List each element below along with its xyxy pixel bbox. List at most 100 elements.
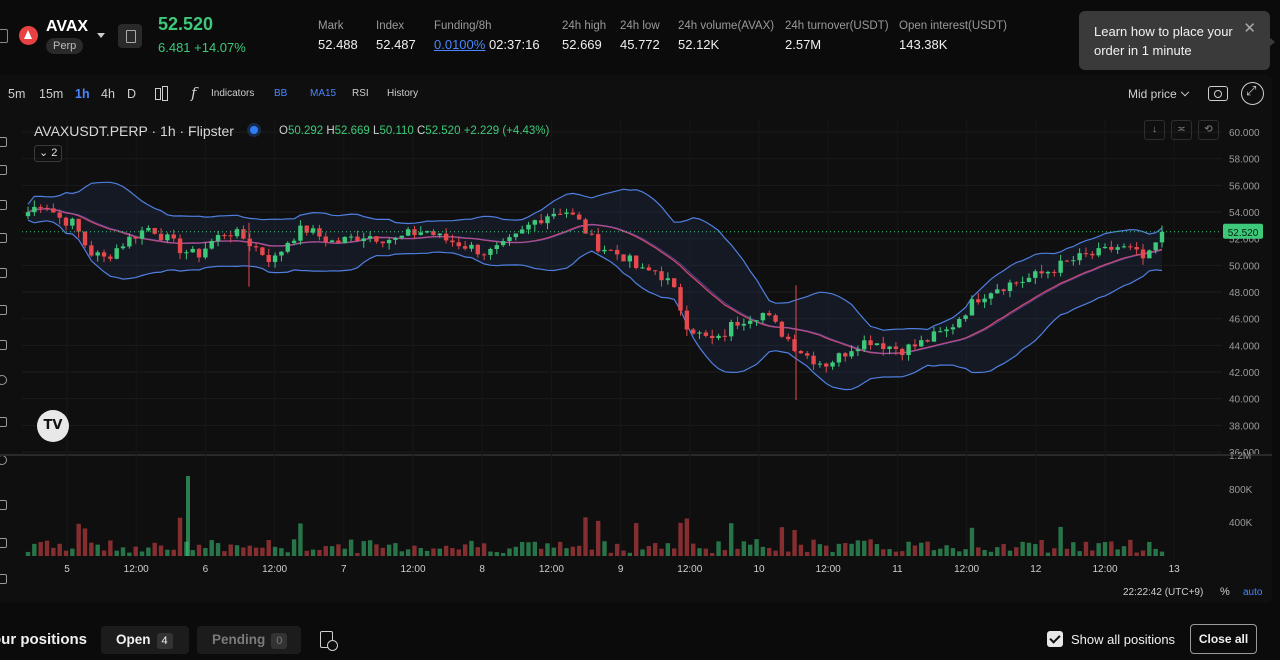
- magnet-tool-icon[interactable]: [0, 500, 7, 510]
- candle-body: [70, 218, 75, 226]
- candle-body: [304, 225, 309, 233]
- volume-bar: [551, 547, 557, 556]
- candle-body: [1020, 281, 1025, 283]
- percent-scale-toggle[interactable]: %: [1220, 586, 1230, 598]
- timeframe-1h[interactable]: 1h: [75, 87, 90, 101]
- timeframe-d[interactable]: D: [127, 87, 137, 101]
- volume-bar: [171, 549, 176, 556]
- funding-rate-link[interactable]: 0.0100%: [434, 37, 486, 52]
- auto-scale-toggle[interactable]: auto: [1243, 587, 1263, 598]
- price-mode-dropdown[interactable]: Mid price: [1128, 87, 1188, 101]
- collapse-icon[interactable]: ≍: [1171, 120, 1192, 140]
- candle-body: [1096, 248, 1101, 256]
- symbol-name[interactable]: AVAX: [46, 18, 89, 35]
- volume-bar: [146, 547, 151, 556]
- volume-bar: [260, 547, 265, 556]
- bollinger-fill: [28, 182, 1162, 390]
- candle-body: [76, 218, 81, 232]
- volume-bar: [659, 548, 664, 556]
- tooltip-text[interactable]: Learn how to place your order in 1 minut…: [1094, 24, 1233, 58]
- time-axis-label: 12:00: [400, 564, 425, 575]
- timeframe-5m[interactable]: 5m: [8, 87, 26, 101]
- price-chart[interactable]: 60.000 58.000 56.000 54.000 52.000 50.000 48.0…: [0, 0, 1280, 612]
- candle-body: [1134, 247, 1139, 250]
- candle-body: [152, 228, 157, 234]
- symbol-dropdown-chevron-icon[interactable]: [97, 33, 105, 38]
- candle-body: [241, 229, 246, 239]
- tab-pending-orders[interactable]: Pending 0: [197, 626, 301, 654]
- candle-type-icon[interactable]: [155, 84, 169, 102]
- contract-info-icon[interactable]: [118, 24, 142, 48]
- reset-icon[interactable]: ⟲: [1198, 120, 1219, 140]
- volume-bar: [323, 546, 328, 556]
- tab-open-positions[interactable]: Open 4: [101, 626, 189, 654]
- volume-bar: [1020, 541, 1025, 556]
- timeframe-15m[interactable]: 15m: [39, 87, 64, 101]
- price-axis-label: 38.000: [1229, 421, 1260, 432]
- ma-toggle[interactable]: MA15: [310, 88, 337, 99]
- show-all-label[interactable]: Show all positions: [1071, 632, 1176, 647]
- crosshair-tool-icon[interactable]: [0, 137, 7, 147]
- camera-icon[interactable]: [1208, 86, 1228, 101]
- volume-bar: [177, 517, 183, 556]
- candle-body: [893, 346, 899, 349]
- stat-24h-volume: 24h volume(AVAX) 52.12K: [678, 20, 775, 52]
- ruler-tool-icon[interactable]: [0, 417, 7, 427]
- time-axis-label: 12: [1030, 564, 1042, 575]
- funding-countdown: 02:37:16: [488, 37, 540, 52]
- volume-bar: [805, 551, 810, 556]
- candle-body: [1140, 249, 1146, 259]
- candle-body: [184, 252, 189, 254]
- legend-collapse-button[interactable]: ⌄ 2: [34, 145, 62, 162]
- volume-bar: [779, 527, 785, 556]
- volume-bar: [735, 548, 740, 556]
- volume-bar: [165, 549, 170, 556]
- trash-tool-icon[interactable]: [0, 574, 7, 584]
- volume-bar: [881, 549, 886, 556]
- close-icon[interactable]: ✕: [1243, 20, 1256, 37]
- candle-body: [285, 242, 290, 252]
- text-tool-icon[interactable]: [0, 268, 7, 278]
- timeframe-4h[interactable]: 4h: [101, 87, 115, 101]
- fullscreen-icon[interactable]: [1241, 82, 1264, 105]
- candle-body: [380, 241, 385, 244]
- download-icon[interactable]: ↓: [1144, 120, 1165, 140]
- time-axis-label: 6: [203, 564, 209, 575]
- candle-body: [881, 343, 886, 350]
- volume-bar: [969, 527, 975, 556]
- candle-body: [247, 238, 252, 247]
- volume-bar: [70, 548, 75, 556]
- candle-body: [44, 207, 50, 209]
- volume-bar: [1045, 552, 1051, 556]
- candle-body: [190, 248, 195, 253]
- history-toggle[interactable]: History: [387, 88, 419, 99]
- indicators-button[interactable]: Indicators: [211, 88, 255, 99]
- order-history-icon[interactable]: [320, 631, 338, 651]
- volume-bar: [310, 549, 316, 556]
- rsi-toggle[interactable]: RSI: [352, 88, 369, 99]
- bb-toggle[interactable]: BB: [274, 88, 288, 99]
- volume-bar: [361, 541, 366, 556]
- lock-tool-icon[interactable]: [0, 538, 7, 548]
- fib-tool-icon[interactable]: [0, 200, 7, 210]
- volume-bar: [488, 551, 493, 556]
- brush-tool-icon[interactable]: [0, 233, 7, 243]
- chart-panel: [0, 75, 1272, 603]
- time-axis-label: 12:00: [262, 564, 287, 575]
- close-all-button[interactable]: Close all: [1190, 624, 1257, 654]
- volume-bar: [481, 543, 487, 556]
- volume-bar: [196, 544, 202, 556]
- volume-bar: [982, 549, 987, 556]
- candle-body: [127, 236, 132, 247]
- favorite-icon[interactable]: [0, 29, 8, 43]
- chart-toolbar: 5m 15m 1h 4h D f Indicators BB MA15 RSI …: [0, 75, 1272, 111]
- trendline-tool-icon[interactable]: [0, 165, 7, 175]
- indicators-icon[interactable]: f: [191, 84, 197, 102]
- pattern-tool-icon[interactable]: [0, 305, 7, 315]
- volume-bar: [1134, 552, 1139, 556]
- measure-tool-icon[interactable]: [0, 340, 7, 350]
- volume-bar: [671, 548, 677, 556]
- show-all-checkbox[interactable]: [1047, 631, 1063, 647]
- circle-tool-icon[interactable]: [0, 375, 7, 385]
- candle-body: [830, 362, 835, 367]
